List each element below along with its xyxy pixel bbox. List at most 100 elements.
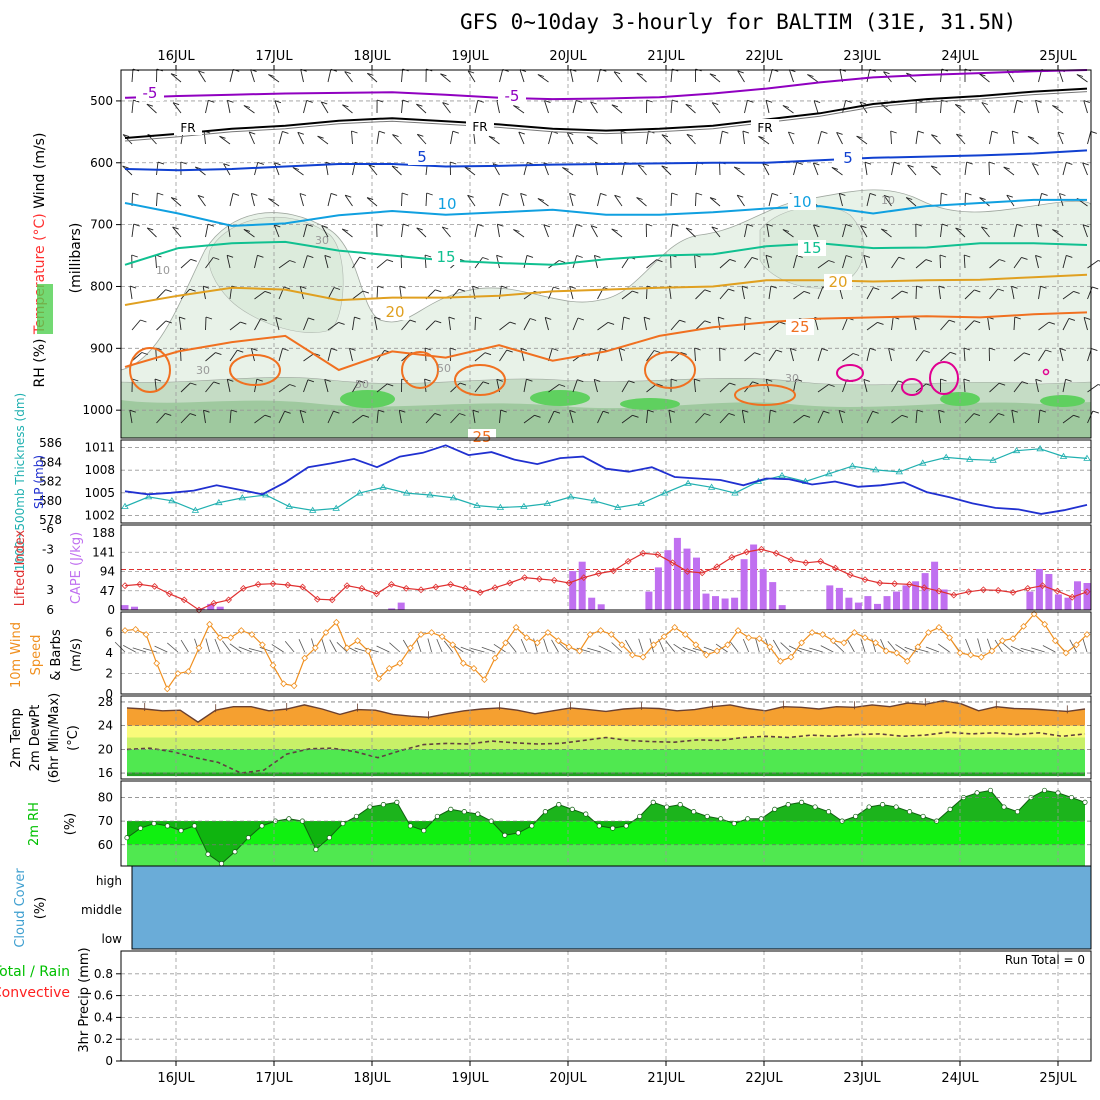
cape-bar-61 xyxy=(702,593,710,610)
wind-barb-flag xyxy=(646,223,653,227)
wind-barb-flag xyxy=(520,192,527,196)
wind-barb-shaft xyxy=(154,379,157,393)
wind-barb-flag xyxy=(694,347,701,351)
wind-barb-shaft xyxy=(401,319,411,331)
wind-barb-shaft xyxy=(324,255,329,269)
isotherm-label-bg-12 xyxy=(824,274,852,290)
wind-barb-shaft xyxy=(440,73,451,83)
wind-barb-10 xyxy=(366,72,378,83)
wind-barb-417 xyxy=(548,384,566,393)
li-point-28 xyxy=(536,575,543,583)
wind10-point-69 xyxy=(851,629,858,636)
wind-barb-471 xyxy=(891,414,909,424)
wind-barb-97 xyxy=(548,130,559,145)
li-point-22 xyxy=(447,581,454,588)
precip-ylabel: 3hr Precip (mm) xyxy=(77,947,92,1052)
rh-point-49 xyxy=(785,802,791,808)
wind-barb-shaft xyxy=(299,193,304,207)
wind-barb-shaft xyxy=(621,380,629,393)
wind-barb-shaft xyxy=(205,352,216,362)
wind-barb-shaft xyxy=(817,260,829,269)
rh-point-51 xyxy=(812,804,818,810)
wind-barb-59 xyxy=(590,101,598,114)
wind-barb-shaft xyxy=(981,102,990,114)
wind-barb-456 xyxy=(523,414,541,424)
wind10-point-22 xyxy=(354,637,361,645)
wind-barb-63 xyxy=(685,103,696,114)
thickness-point-15 xyxy=(473,501,481,508)
wind10-barb-81 xyxy=(977,638,982,653)
wind10-point-36 xyxy=(502,639,509,647)
bottom-day-label-7: 23JUL xyxy=(843,1071,881,1086)
wind-barb-flag xyxy=(965,192,972,196)
wind10-barb-38 xyxy=(520,638,528,653)
wind-barb-226 xyxy=(766,223,773,238)
wind10-point-67 xyxy=(829,637,837,645)
wind10-barb-33 xyxy=(460,646,475,653)
wind10-barb-47 xyxy=(611,642,623,653)
wind-barb-shaft xyxy=(317,135,329,145)
wind-barb-353 xyxy=(940,319,956,331)
wind-barb-shaft xyxy=(278,260,290,269)
wind-barb-244 xyxy=(226,254,234,269)
wind-barb-shaft xyxy=(537,74,549,83)
wind-barb-shaft xyxy=(155,254,157,269)
li-point-38 xyxy=(684,568,691,575)
wind-barb-flag xyxy=(256,378,263,382)
rh-point-16 xyxy=(340,820,346,827)
wind-barb-shaft xyxy=(250,193,255,207)
wind-barb-shaft xyxy=(1062,255,1067,269)
li-point-21 xyxy=(432,583,440,591)
wind-barb-flag xyxy=(1048,321,1056,325)
wind-barb-shaft xyxy=(614,195,623,207)
wind-barb-74 xyxy=(955,103,966,114)
rh-band-mid xyxy=(127,821,1085,845)
wind-barb-shaft xyxy=(273,224,280,238)
wind-barb-shaft xyxy=(719,288,729,300)
wind10-barb-45 xyxy=(587,647,601,653)
precip-total-label: Total / Rain xyxy=(0,964,70,980)
isotherm-label-bg-0 xyxy=(136,85,164,101)
wind-barb-374 xyxy=(474,352,492,362)
wind-barb-249 xyxy=(352,256,366,269)
wind-barb-45 xyxy=(243,105,255,114)
wind-barb-334 xyxy=(474,316,482,331)
li-point-65 xyxy=(1083,588,1091,596)
wind-barb-306 xyxy=(768,285,778,300)
wind-barb-114 xyxy=(956,133,966,145)
isotherm-label-6: 5 xyxy=(843,149,853,167)
wind-barb-shaft xyxy=(597,348,602,362)
wind-barb-272 xyxy=(915,259,933,269)
wind-barb-flag xyxy=(274,224,281,228)
wind-barb-shaft xyxy=(299,410,304,424)
cape-bar-65 xyxy=(740,559,748,610)
wind-barb-153 xyxy=(930,165,941,176)
cloud-level-2: low xyxy=(102,932,123,946)
wind-barb-flag xyxy=(1045,349,1052,353)
wind-barb-flag xyxy=(1097,384,1100,386)
wind-barb-flag xyxy=(198,70,205,74)
wind-barb-flag xyxy=(513,229,520,232)
wind-barb-477 xyxy=(1038,409,1047,424)
wind-barb-flag xyxy=(955,103,962,107)
wind-barb-flag xyxy=(147,227,154,231)
wind-barb-flag xyxy=(518,131,525,135)
wind-barb-shaft xyxy=(566,132,574,145)
wind10-barb-35 xyxy=(481,646,496,653)
wind-barb-shaft xyxy=(836,132,843,145)
wind-barb-shaft xyxy=(891,162,895,176)
wind-barb-flag xyxy=(863,254,871,258)
wind-barb-117 xyxy=(1027,135,1039,145)
temp-tick-3: 28 xyxy=(98,695,113,709)
wind-barb-375 xyxy=(499,349,513,362)
wind-barb-shaft xyxy=(842,379,848,393)
wind-barb-297 xyxy=(548,286,560,300)
wind-barb-191 xyxy=(883,194,892,207)
wind-barb-422 xyxy=(670,378,678,393)
wind-barb-shaft xyxy=(744,352,755,362)
rh-shade-70 xyxy=(121,400,1091,438)
wind-barb-shaft xyxy=(569,410,574,424)
wind10-point-85 xyxy=(1020,623,1027,630)
wind-barb-flag xyxy=(1068,317,1076,321)
wind-barb-flag xyxy=(449,347,457,351)
